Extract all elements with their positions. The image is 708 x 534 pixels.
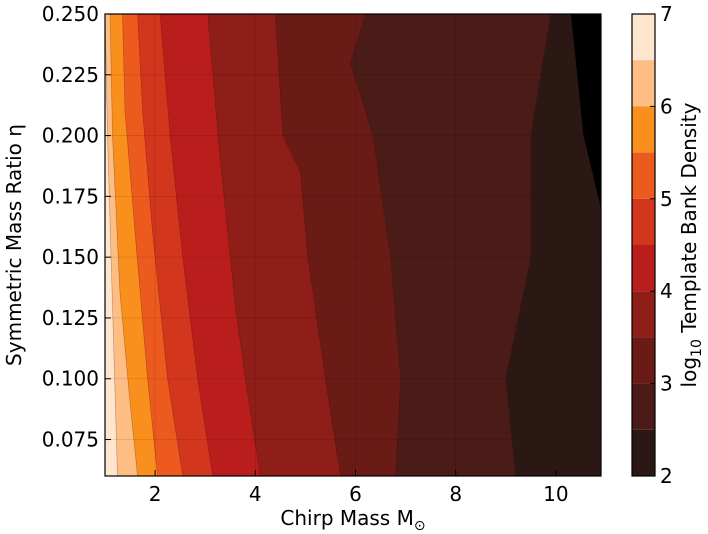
x-tick-label: 4 bbox=[249, 482, 262, 506]
colorbar-tick-label: 4 bbox=[660, 279, 673, 303]
colorbar-swatch bbox=[632, 152, 655, 199]
y-tick-label: 0.225 bbox=[42, 63, 99, 87]
colorbar-swatches bbox=[632, 14, 655, 476]
x-tick-label: 10 bbox=[543, 482, 568, 506]
contour-band-dark-patch bbox=[570, 14, 601, 209]
colorbar-ticks: 2 3 4 5 6 7 bbox=[650, 2, 673, 488]
y-tick-label: 0.125 bbox=[42, 306, 99, 330]
colorbar-swatch bbox=[632, 337, 655, 384]
y-tick-label: 0.250 bbox=[42, 2, 99, 26]
contour-band-2.5 bbox=[505, 14, 601, 476]
colorbar-swatch bbox=[632, 60, 655, 107]
y-tick-label: 0.200 bbox=[42, 124, 99, 148]
colorbar: 2 3 4 5 6 7 bbox=[631, 2, 673, 488]
colorbar-swatch bbox=[632, 106, 655, 153]
colorbar-swatch bbox=[632, 383, 655, 430]
y-tick-label: 0.100 bbox=[42, 367, 99, 391]
plot-area bbox=[105, 14, 601, 476]
colorbar-tick-label: 3 bbox=[660, 372, 673, 396]
colorbar-swatch bbox=[632, 245, 655, 292]
colorbar-tick-label: 6 bbox=[660, 94, 673, 118]
colorbar-tick-label: 2 bbox=[660, 464, 673, 488]
y-tick-label: 0.150 bbox=[42, 245, 99, 269]
colorbar-label: log10 Template Bank Density bbox=[677, 102, 705, 387]
x-tick-label: 6 bbox=[349, 482, 362, 506]
x-axis-ticks: 2 4 6 8 10 bbox=[149, 470, 569, 506]
colorbar-frame bbox=[631, 13, 656, 477]
x-tick-label: 8 bbox=[449, 482, 462, 506]
plot-frame bbox=[104, 13, 602, 477]
grid-lines bbox=[105, 14, 601, 476]
y-tick-label: 0.075 bbox=[42, 428, 99, 452]
colorbar-tick-label: 5 bbox=[660, 187, 673, 211]
colorbar-swatch bbox=[632, 14, 655, 61]
y-tick-label: 0.175 bbox=[42, 184, 99, 208]
colorbar-tick-label: 7 bbox=[660, 2, 673, 26]
x-axis-label: Chirp Mass M⊙ bbox=[280, 506, 425, 534]
colorbar-swatch bbox=[632, 198, 655, 245]
x-tick-label: 2 bbox=[149, 482, 162, 506]
colorbar-swatch bbox=[632, 291, 655, 338]
y-axis-ticks: 0.075 0.100 0.125 0.150 0.175 0.200 0.225 0.250 bbox=[42, 2, 111, 452]
colorbar-swatch bbox=[632, 429, 655, 476]
contour-bands bbox=[105, 14, 601, 476]
y-axis-label: Symmetric Mass Ratio η bbox=[2, 124, 26, 366]
